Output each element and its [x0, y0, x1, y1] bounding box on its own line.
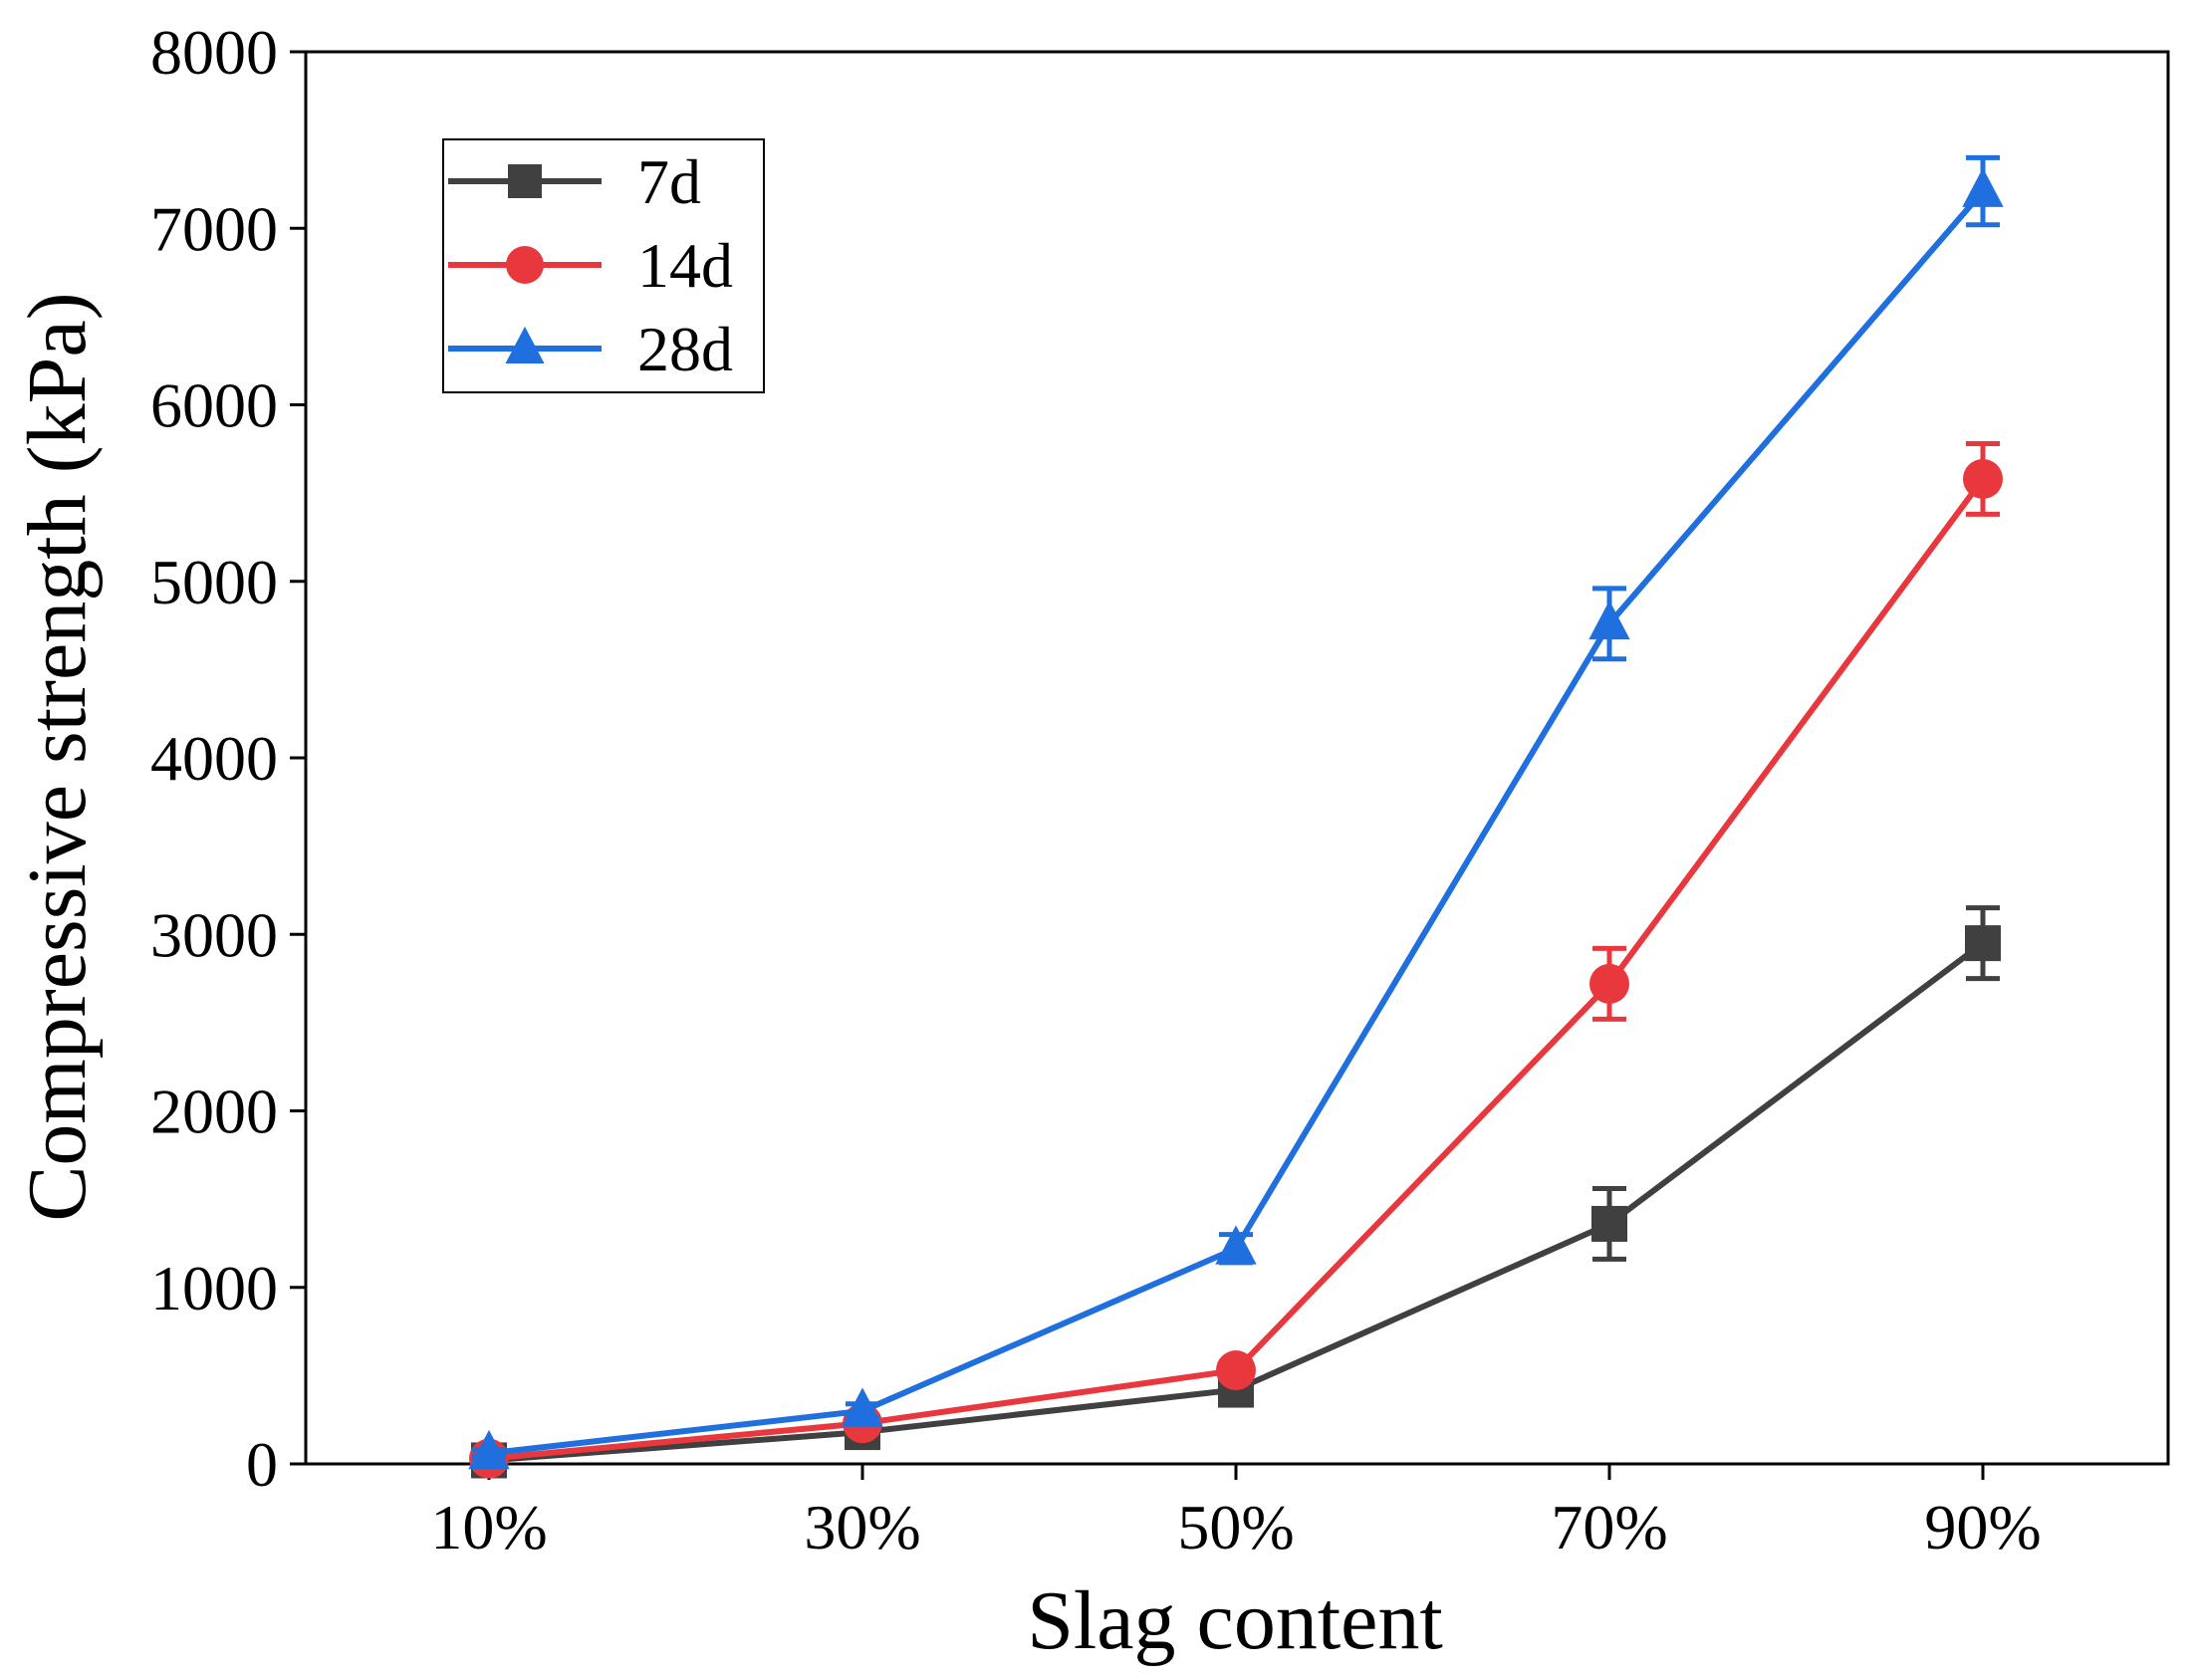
legend-item-7d: 7d — [448, 146, 701, 217]
y-tick-label: 8000 — [150, 17, 278, 88]
data-point — [1963, 458, 2003, 499]
legend: 7d 14d 28d — [442, 138, 765, 393]
y-tick-label: 2000 — [150, 1077, 278, 1147]
axis-ticks: 0 1000 2000 3000 4000 5000 6000 7000 8000 10% 30% 5… — [150, 17, 2042, 1562]
series-14d — [469, 440, 2003, 1479]
legend-item-14d: 14d — [448, 230, 733, 301]
data-point — [1591, 1205, 1627, 1242]
y-tick-label: 3000 — [150, 899, 278, 970]
data-point — [1962, 167, 2004, 207]
y-tick-label: 0 — [246, 1429, 278, 1500]
legend-marker — [506, 246, 544, 284]
data-point — [1588, 600, 1630, 640]
series-line — [488, 477, 1986, 1462]
y-tick-label: 7000 — [150, 193, 278, 264]
y-tick-label: 1000 — [150, 1253, 278, 1323]
legend-marker — [505, 326, 545, 363]
legend-marker — [508, 164, 542, 198]
legend-label: 7d — [637, 146, 701, 217]
y-tick-label: 6000 — [150, 370, 278, 441]
x-tick-label: 90% — [1924, 1492, 2041, 1562]
data-point — [1965, 925, 2001, 962]
x-tick-label: 10% — [430, 1492, 547, 1562]
legend-label: 28d — [637, 314, 733, 384]
data-point — [1589, 963, 1629, 1004]
y-tick-label: 4000 — [150, 723, 278, 794]
series-7d — [471, 905, 2001, 1479]
data-point — [842, 1387, 883, 1427]
series-28d — [468, 154, 2004, 1470]
legend-item-28d: 28d — [448, 314, 733, 384]
x-tick-label: 70% — [1551, 1492, 1667, 1562]
data-point — [1215, 1225, 1257, 1265]
data-point — [468, 1429, 510, 1470]
x-tick-label: 50% — [1177, 1492, 1294, 1562]
legend-label: 14d — [637, 230, 733, 301]
x-axis-title: Slag content — [1027, 1574, 1443, 1667]
series-group — [468, 154, 2004, 1479]
x-tick-label: 30% — [804, 1492, 920, 1562]
y-tick-label: 5000 — [150, 547, 278, 617]
data-point — [1216, 1350, 1256, 1391]
y-axis-title: Compressive strength (kPa) — [11, 292, 104, 1221]
